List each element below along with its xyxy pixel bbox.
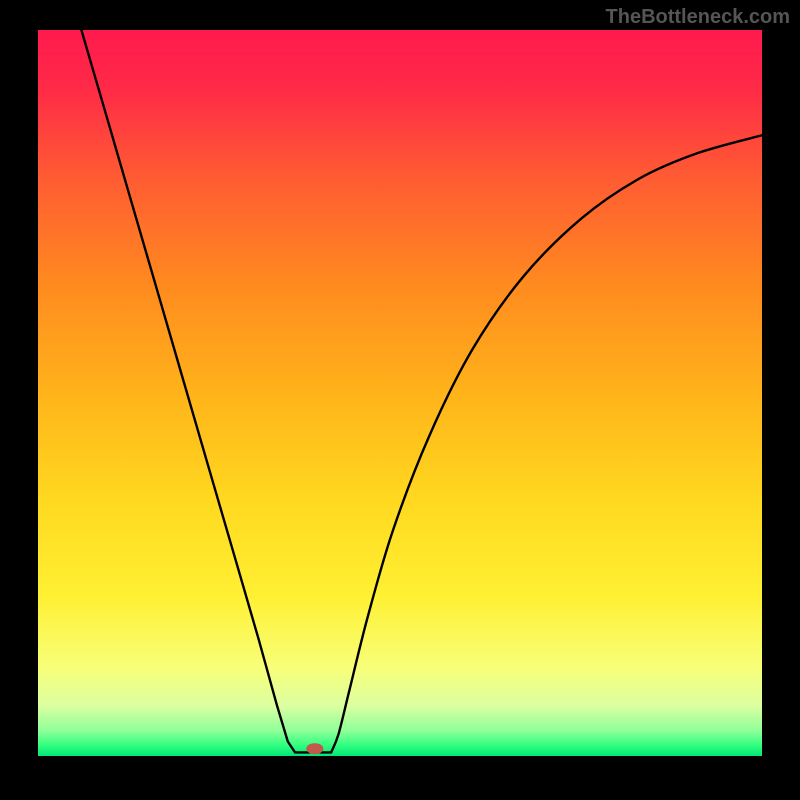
- watermark-text: TheBottleneck.com: [606, 6, 790, 29]
- plot-area: [38, 30, 762, 756]
- optimal-point-marker: [306, 743, 323, 755]
- gradient-background: [38, 30, 762, 756]
- chart-container: TheBottleneck.com: [0, 0, 800, 800]
